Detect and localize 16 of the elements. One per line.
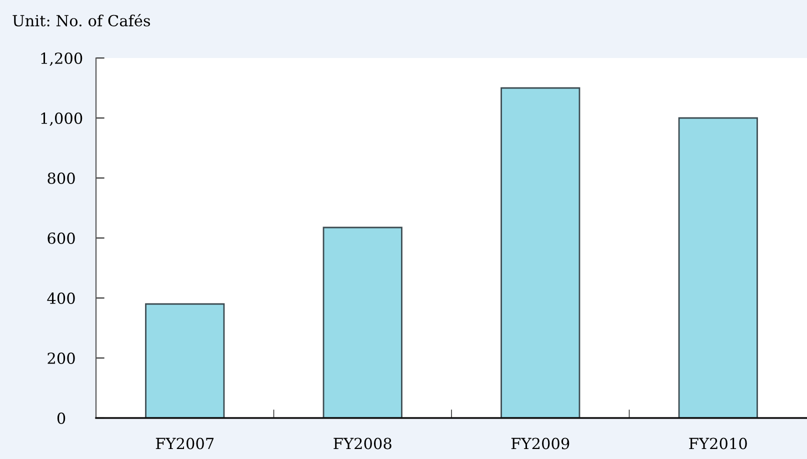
bar xyxy=(322,226,402,418)
y-tick-label: 600 xyxy=(48,232,75,244)
y-tick-label: 200 xyxy=(48,352,75,364)
y-tick-label: 1,000 xyxy=(41,112,82,126)
x-tick-label: FY2010 xyxy=(689,438,747,450)
y-tick-label: 400 xyxy=(47,292,75,304)
bar xyxy=(145,303,225,418)
y-tick-label: 1,200 xyxy=(41,52,82,66)
y-tick-label: 0 xyxy=(57,412,66,424)
bar xyxy=(500,87,580,418)
x-tick-label: FY2007 xyxy=(156,438,214,450)
x-tick-label: FY2008 xyxy=(334,438,392,450)
bar xyxy=(678,117,758,418)
chart-title: Unit: No. of Cafés xyxy=(12,14,150,26)
y-tick-label: 800 xyxy=(48,172,75,184)
x-tick-label: FY2009 xyxy=(511,438,570,450)
